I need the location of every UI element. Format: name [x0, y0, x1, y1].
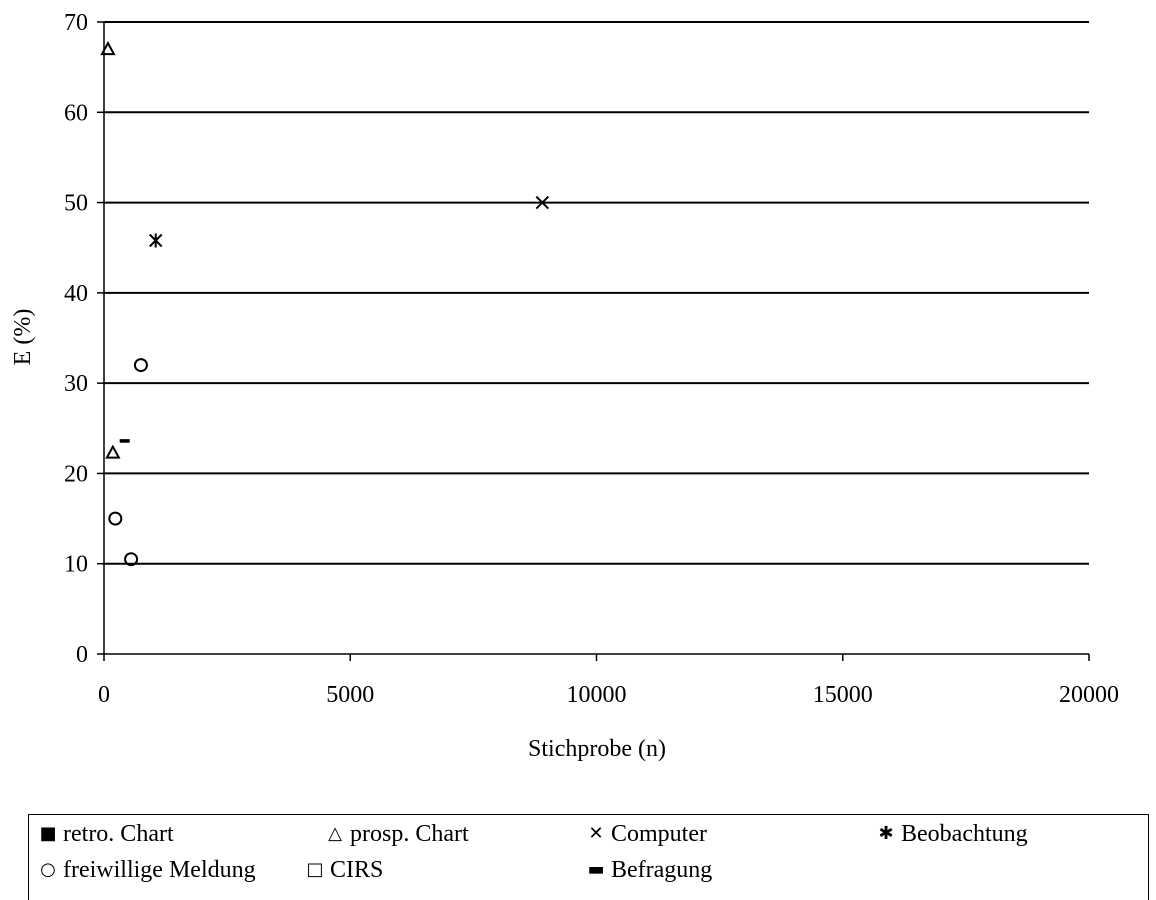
filled-square-icon: ■	[39, 823, 57, 844]
x-point-stroke	[535, 195, 550, 210]
y-tick-label: 10	[64, 552, 88, 578]
axes	[97, 21, 1090, 661]
y-tick-label: 20	[64, 461, 88, 487]
legend-item-beobachtung: ✱ Beobachtung	[877, 821, 1028, 848]
x-icon: ✕	[588, 823, 604, 844]
legend-item-retro-chart: ■ retro. Chart	[39, 821, 174, 848]
legend-label: prosp. Chart	[350, 821, 469, 847]
y-tick-label: 40	[64, 281, 88, 307]
y-tick-label: 50	[64, 191, 88, 217]
x-axis-title: Stichprobe (n)	[528, 736, 666, 762]
legend-label: Beobachtung	[901, 821, 1028, 847]
legend-label: freiwillige Meldung	[63, 857, 256, 883]
circle-icon: ○	[40, 859, 56, 880]
scatter-chart: 0 5000 10000 15000 20000 0 10 20 30 40 50 60 70 Sti…	[10, 10, 1119, 762]
y-tick-label: 0	[76, 642, 88, 668]
y-tick-label: 60	[64, 100, 88, 126]
legend-item-prosp-chart: △ prosp. Chart	[326, 821, 469, 848]
y-tick-labels: 0 10 20 30 40 50 60 70	[64, 10, 88, 668]
y-tick-label: 70	[64, 10, 88, 36]
circle-point	[108, 511, 123, 526]
triangle-icon: △	[328, 823, 342, 844]
gridlines	[104, 21, 1089, 565]
legend-label: Computer	[611, 821, 707, 847]
data-points	[100, 40, 550, 567]
legend: ■ retro. Chart △ prosp. Chart ✕ Computer ✱ B…	[28, 814, 1149, 900]
x-tick-label: 20000	[1059, 682, 1119, 708]
legend-label: CIRS	[330, 857, 384, 883]
x-tick-label: 5000	[326, 682, 374, 708]
x-tick-labels: 0 5000 10000 15000 20000	[98, 682, 1119, 708]
square-icon: □	[306, 859, 324, 880]
legend-item-cirs: □ CIRS	[306, 857, 383, 884]
legend-label: Befragung	[611, 857, 713, 883]
circle-point	[124, 552, 139, 567]
legend-item-computer: ✕ Computer	[587, 821, 707, 848]
legend-item-freiwillige-meldung: ○ freiwillige Meldung	[39, 857, 256, 884]
star-point	[149, 233, 163, 248]
y-axis-title: E (%)	[10, 309, 36, 366]
dash-icon: ▬	[587, 859, 605, 880]
x-tick-label: 10000	[567, 682, 627, 708]
circle-point	[133, 358, 148, 373]
x-point	[535, 195, 550, 210]
triangle-point	[100, 40, 116, 56]
legend-label: retro. Chart	[63, 821, 174, 847]
legend-item-befragung: ▬ Befragung	[587, 857, 712, 884]
y-tick-label: 30	[64, 371, 88, 397]
triangle-point	[105, 444, 121, 459]
x-tick-label: 0	[98, 682, 110, 708]
dash-point	[119, 439, 130, 443]
x-tick-label: 15000	[813, 682, 873, 708]
star-icon: ✱	[878, 823, 894, 844]
